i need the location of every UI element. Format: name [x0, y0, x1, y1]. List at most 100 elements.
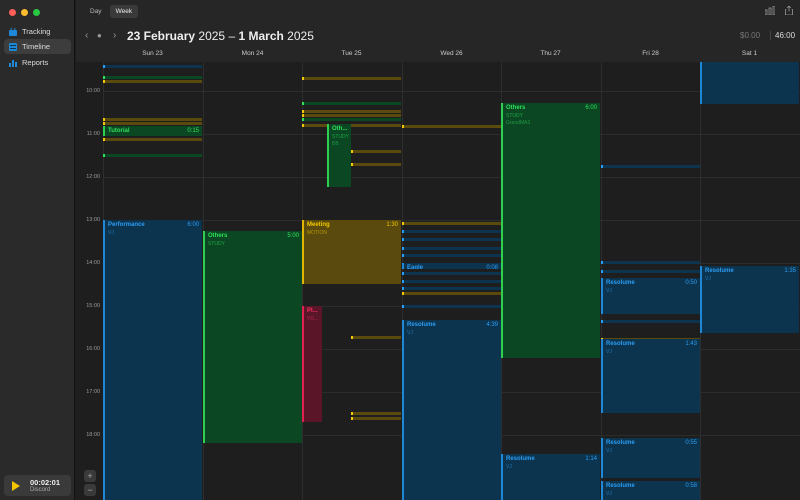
time-entry[interactable]: Pl... YO...	[302, 306, 322, 422]
week-timeline-grid[interactable]: 10:00 11:00 12:00 13:00 14:00 15:00 16:00 17:00…	[76, 62, 800, 500]
entry-duration: 6:00	[585, 105, 597, 111]
short-entry[interactable]	[351, 412, 401, 415]
short-entry[interactable]	[351, 336, 401, 339]
short-entry[interactable]	[302, 124, 401, 127]
zoom-out-button[interactable]: −	[84, 484, 96, 496]
short-entry[interactable]	[103, 122, 202, 125]
entry-duration: 1:30	[386, 222, 398, 228]
short-entry[interactable]	[402, 287, 501, 290]
time-entry[interactable]: Tutorial 0:15	[103, 126, 202, 136]
share-icon[interactable]	[784, 6, 794, 15]
short-entry[interactable]	[402, 238, 501, 241]
entry-name: Resolume	[606, 341, 635, 347]
short-entry[interactable]	[601, 270, 700, 273]
play-icon[interactable]	[12, 481, 20, 491]
zoom-in-button[interactable]: +	[84, 470, 96, 482]
entry-category: VJ	[705, 276, 711, 282]
short-entry[interactable]	[402, 254, 501, 257]
short-entry[interactable]	[302, 102, 401, 105]
short-entry[interactable]	[302, 110, 401, 113]
earnings-total: $0.00	[740, 31, 761, 40]
zoom-button[interactable]	[33, 9, 40, 16]
short-entry[interactable]	[402, 272, 501, 275]
short-entry[interactable]	[601, 320, 700, 323]
entry-name: Resolume	[606, 483, 635, 489]
short-entry[interactable]	[103, 138, 202, 141]
tab-week[interactable]: Week	[109, 5, 139, 18]
time-entry[interactable]: Meeting 1:30 MOTION	[302, 220, 401, 284]
entry-category: VJ	[506, 464, 512, 470]
short-entry[interactable]	[351, 150, 401, 153]
time-entry[interactable]	[700, 62, 799, 104]
short-entry[interactable]	[402, 280, 501, 283]
next-week-button[interactable]: ›	[113, 30, 117, 41]
short-entry[interactable]	[601, 165, 700, 168]
time-entry[interactable]: Others 5:00 STUDY	[203, 231, 302, 443]
hour-gridline	[103, 220, 800, 221]
time-entry[interactable]: Others 6:00 STUDY GrandMA3	[501, 103, 600, 358]
time-entry[interactable]: Eagle 0:08	[402, 263, 501, 269]
short-entry[interactable]	[302, 77, 401, 80]
active-timer[interactable]: 00:02:01 Discord	[4, 475, 71, 496]
entry-category: VJ	[407, 330, 413, 336]
short-entry[interactable]	[351, 163, 401, 166]
time-entry[interactable]: Oth... STUDY BB	[327, 124, 351, 187]
short-entry[interactable]	[601, 261, 700, 264]
entry-duration: 1:43	[685, 341, 697, 347]
short-entry[interactable]	[103, 154, 202, 157]
sidebar-item-timeline[interactable]: Timeline	[4, 39, 71, 54]
sidebar-item-label: Timeline	[22, 42, 51, 51]
short-entry[interactable]	[402, 125, 501, 128]
short-entry[interactable]	[103, 65, 202, 68]
entry-name: Pl...	[307, 308, 318, 314]
hour-label: 18:00	[86, 432, 100, 438]
entry-project: BB	[332, 141, 339, 147]
today-button[interactable]: ●	[97, 31, 102, 40]
entry-category: MOTION	[307, 230, 327, 236]
time-entry[interactable]: Performance 6:00 VJ	[103, 220, 202, 500]
entry-category: VJ	[606, 349, 612, 355]
hour-label: 11:00	[86, 131, 100, 137]
time-entry[interactable]: Resolume 1:35 VJ	[700, 266, 799, 333]
window-controls	[9, 9, 40, 16]
day-header: Sun 23	[142, 50, 163, 57]
time-entry[interactable]: Resolume 4:39 VJ	[402, 320, 501, 500]
previous-week-button[interactable]: ‹	[85, 30, 89, 41]
minimize-button[interactable]	[21, 9, 28, 16]
day-header: Fri 28	[642, 50, 659, 57]
short-entry[interactable]	[103, 80, 202, 83]
short-entry[interactable]	[402, 247, 501, 250]
short-entry[interactable]	[103, 118, 202, 121]
entry-duration: 1:14	[585, 456, 597, 462]
sidebar-item-tracking[interactable]: Tracking	[4, 24, 71, 39]
short-entry[interactable]	[402, 292, 501, 295]
entry-name: Tutorial	[108, 128, 130, 134]
entry-name: Eagle	[407, 265, 424, 269]
sidebar-item-reports[interactable]: Reports	[4, 55, 71, 70]
time-entry[interactable]: Resolume 1:43 VJ	[601, 339, 700, 413]
page-title: 23 February 2025 – 1 March 2025	[127, 29, 314, 43]
sidebar-item-label: Tracking	[22, 27, 51, 36]
short-entry[interactable]	[402, 305, 501, 308]
close-button[interactable]	[9, 9, 16, 16]
entry-duration: 4:39	[486, 322, 498, 328]
entry-name: Oth...	[332, 126, 348, 132]
time-entry[interactable]: Resolume 0:58 VJ	[601, 481, 700, 500]
hour-gridline	[103, 91, 800, 92]
short-entry[interactable]	[351, 417, 401, 420]
time-entry[interactable]: Resolume 0:55 VJ	[601, 438, 700, 478]
tab-day[interactable]: Day	[90, 8, 102, 15]
day-header: Mon 24	[241, 50, 264, 57]
entry-category: STUDY	[506, 113, 523, 119]
entry-name: Performance	[108, 222, 145, 228]
time-entry[interactable]: Resolume 0:50 VJ	[601, 278, 700, 314]
short-entry[interactable]	[103, 76, 202, 79]
entry-name: Resolume	[407, 322, 436, 328]
short-entry[interactable]	[402, 222, 501, 225]
short-entry[interactable]	[402, 230, 501, 233]
short-entry[interactable]	[302, 114, 401, 117]
short-entry[interactable]	[302, 118, 401, 121]
bar-graph-icon[interactable]	[765, 6, 775, 15]
time-entry[interactable]: Resolume 1:14 VJ	[501, 454, 600, 500]
hours-total: 46:00	[770, 31, 795, 40]
